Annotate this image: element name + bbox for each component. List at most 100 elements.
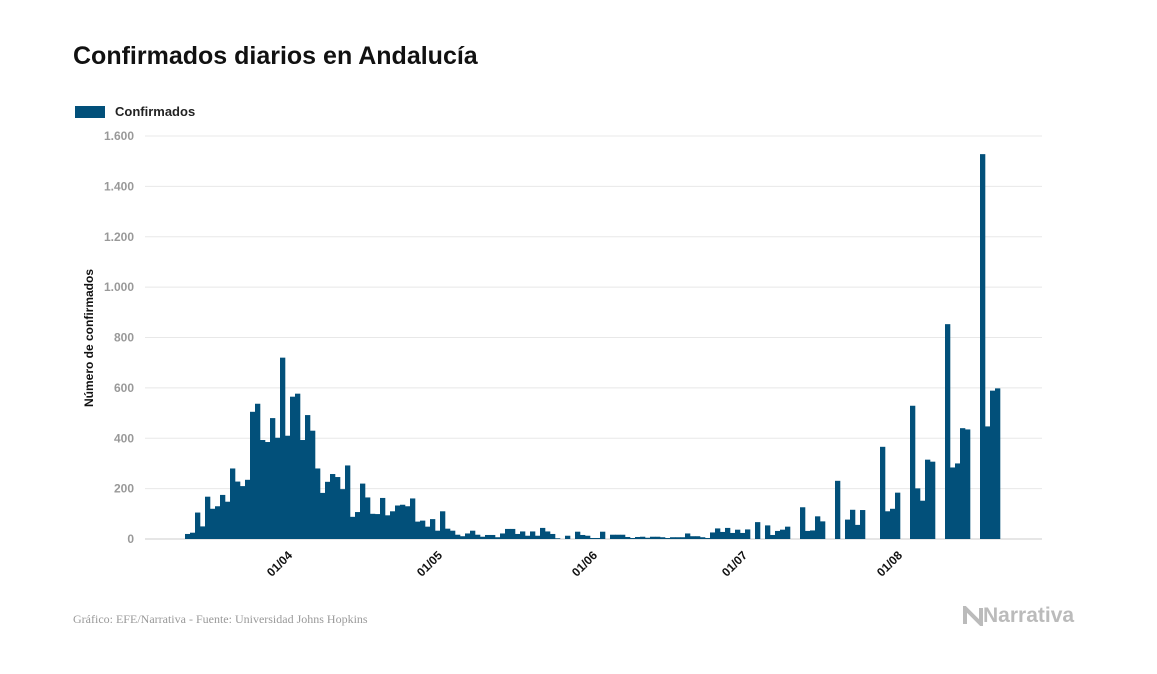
bar-22/05: [540, 527, 546, 539]
bar-07/06: [620, 534, 626, 539]
bar-17/05: [515, 533, 521, 539]
bar-22/03: [235, 481, 241, 539]
bar-15/08: [965, 429, 971, 539]
bar-29/03: [270, 418, 276, 539]
bar-13/06: [650, 536, 656, 539]
bar-30/04: [430, 519, 436, 539]
bar-10/07: [785, 526, 791, 539]
y-axis-label: Número de confirmados: [82, 269, 96, 407]
bar-14/06: [655, 536, 661, 539]
bar-06/06: [615, 534, 621, 539]
legend-swatch: [75, 105, 105, 118]
bar-26/03: [255, 403, 261, 539]
bar-28/04: [420, 520, 426, 539]
y-tick-label: 600: [114, 381, 134, 395]
bar-08/08: [930, 461, 936, 539]
bar-17/03: [210, 508, 216, 539]
bar-06/07: [765, 525, 771, 539]
bar-04/05: [450, 530, 456, 539]
bar-20/04: [380, 497, 386, 539]
bar-23/06: [700, 537, 706, 539]
bar-18/06: [675, 537, 681, 539]
bar-01/04: [285, 435, 291, 539]
bar-13/03: [190, 532, 196, 539]
x-tick-label: 01/05: [414, 548, 445, 579]
bar-20/08: [990, 390, 996, 539]
narrativa-logo: Narrativa: [963, 604, 1074, 628]
bar-23/05: [545, 531, 551, 539]
legend: Confirmados: [75, 104, 195, 119]
bar-09/07: [780, 529, 786, 539]
bar-14/07: [805, 530, 811, 539]
bar-04/08: [910, 405, 916, 539]
bar-02/07: [745, 529, 751, 539]
bar-06/08: [920, 500, 926, 539]
bar-27/04: [415, 521, 421, 539]
y-tick-label: 1.200: [104, 230, 134, 244]
bar-21/03: [230, 468, 236, 539]
bar-03/06: [600, 531, 606, 539]
bar-18/04: [370, 513, 376, 539]
y-tick-label: 1.400: [104, 179, 134, 193]
bar-21/04: [385, 515, 391, 539]
bar-18/08: [980, 154, 986, 539]
bar-22/04: [390, 511, 396, 539]
x-tick-label: 01/06: [569, 548, 600, 579]
bar-10/06: [635, 536, 641, 539]
bar-12/04: [340, 489, 346, 539]
bar-15/05: [505, 528, 511, 539]
bar-05/06: [610, 534, 616, 539]
bar-15/06: [660, 537, 666, 539]
bar-05/05: [455, 534, 461, 539]
y-tick-label: 0: [127, 532, 134, 546]
bar-09/04: [325, 481, 331, 539]
y-tick-label: 200: [114, 482, 134, 496]
bar-24/07: [855, 524, 861, 539]
bar-01/07: [740, 532, 746, 539]
bar-25/04: [405, 506, 411, 539]
bar-06/05: [460, 536, 466, 539]
bar-24/06: [705, 537, 711, 539]
bar-12/08: [950, 467, 956, 539]
bar-17/04: [365, 497, 371, 539]
bar-03/04: [295, 393, 301, 539]
bar-17/06: [670, 537, 676, 539]
bar-07/08: [925, 459, 931, 539]
bar-04/07: [755, 522, 761, 539]
bar-26/04: [410, 498, 416, 539]
bar-07/05: [465, 533, 471, 539]
bar-20/03: [225, 501, 231, 539]
bar-10/05: [480, 536, 486, 539]
bar-15/03: [200, 526, 206, 539]
bar-12/06: [645, 537, 651, 539]
bar-27/05: [565, 535, 571, 539]
bar-14/08: [960, 428, 966, 539]
bar-07/07: [770, 534, 776, 539]
bar-19/08: [985, 426, 991, 539]
bar-02/04: [290, 396, 296, 539]
bar-01/08: [895, 492, 901, 539]
bar-28/06: [725, 527, 731, 539]
bar-29/05: [575, 531, 581, 539]
bar-08/06: [625, 536, 631, 539]
bar-13/08: [955, 463, 961, 539]
x-tick-label: 01/04: [264, 548, 295, 579]
bar-24/05: [550, 533, 556, 539]
bar-14/03: [195, 512, 201, 539]
legend-label: Confirmados: [115, 104, 196, 119]
bar-27/03: [260, 440, 266, 539]
bar-11/05: [485, 534, 491, 539]
bar-11/08: [945, 324, 951, 539]
bar-19/06: [680, 537, 686, 539]
source-note: Gráfico: EFE/Narrativa - Fuente: Univers…: [73, 612, 368, 626]
bar-18/05: [520, 531, 526, 539]
bar-31/03: [280, 357, 286, 539]
bar-16/07: [815, 516, 821, 539]
bar-25/06: [710, 532, 716, 539]
bar-23/07: [850, 509, 856, 539]
bar-29/04: [425, 526, 431, 539]
bar-08/04: [320, 492, 326, 539]
bar-21/06: [690, 536, 696, 539]
bar-02/05: [440, 511, 446, 539]
